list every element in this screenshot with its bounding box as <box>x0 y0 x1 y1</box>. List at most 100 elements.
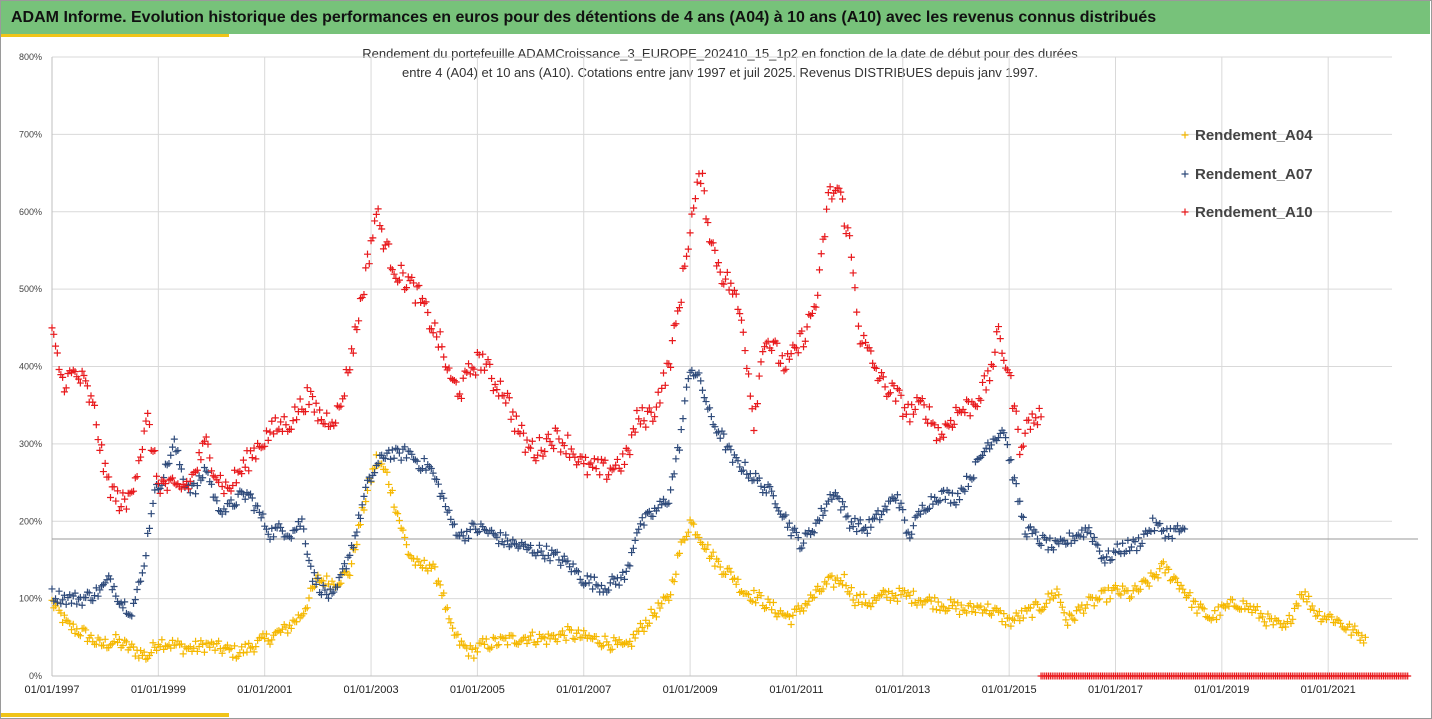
rendement-a07-marker <box>413 457 421 465</box>
rendement-a04-marker <box>110 638 118 646</box>
rendement-a10-marker <box>805 310 813 318</box>
rendement-a10-marker <box>773 339 781 347</box>
rendement-a04-marker <box>853 592 861 600</box>
rendement-a10-marker <box>677 298 685 306</box>
rendement-a07-marker <box>716 434 724 442</box>
rendement-a04-marker <box>732 580 740 588</box>
rendement-a04-marker <box>1000 610 1008 618</box>
rendement-a07-marker <box>200 464 208 472</box>
rendement-a10-marker <box>934 424 942 432</box>
rendement-a04-marker <box>401 534 409 542</box>
rendement-a04-marker <box>700 545 708 553</box>
rendement-a07-marker <box>1113 540 1121 548</box>
rendement-a07-marker <box>649 512 657 520</box>
rendement-a04-marker <box>420 556 428 564</box>
rendement-a10-marker <box>681 262 689 270</box>
rendement-a04-marker <box>1239 597 1247 605</box>
rendement-a10-marker <box>372 210 380 218</box>
rendement-a10-marker <box>699 169 707 177</box>
rendement-a07-marker <box>782 511 790 519</box>
rendement-a04-marker <box>658 600 666 608</box>
rendement-a07-marker <box>433 475 441 483</box>
rendement-a07-marker <box>294 518 302 526</box>
legend-marker <box>1181 208 1189 216</box>
rendement-a10-marker <box>727 279 735 287</box>
rendement-a10-marker <box>525 443 533 451</box>
rendement-a04-marker <box>971 608 979 616</box>
rendement-a10-marker <box>371 217 379 225</box>
rendement-a10-marker <box>878 369 886 377</box>
rendement-a04-marker <box>1046 596 1054 604</box>
rendement-a07-marker <box>675 446 683 454</box>
rendement-a04-marker <box>323 572 331 580</box>
rendement-a10-marker <box>612 461 620 469</box>
rendement-a07-marker <box>720 430 728 438</box>
rendement-a10-marker <box>950 420 958 428</box>
rendement-a10-marker <box>169 474 177 482</box>
rendement-a07-marker <box>917 510 925 518</box>
rendement-a07-marker <box>1138 539 1146 547</box>
rendement-a07-marker <box>853 528 861 536</box>
rendement-a10-marker <box>757 358 765 366</box>
rendement-a10-marker <box>764 337 772 345</box>
rendement-a07-marker <box>745 474 753 482</box>
rendement-a07-marker <box>897 499 905 507</box>
rendement-a07-marker <box>849 523 857 531</box>
rendement-a10-marker <box>543 435 551 443</box>
rendement-a07-marker <box>518 539 526 547</box>
rendement-a04-marker <box>192 637 200 645</box>
rendement-a04-marker <box>1243 600 1251 608</box>
rendement-a04-marker <box>674 551 682 559</box>
rendement-a04-marker <box>1285 612 1293 620</box>
rendement-a07-marker <box>846 524 854 532</box>
rendement-a07-marker <box>975 455 983 463</box>
rendement-a04-marker <box>1009 615 1017 623</box>
rendement-a04-marker <box>71 629 79 637</box>
rendement-a04-marker <box>211 646 219 654</box>
rendement-a10-marker <box>204 440 212 448</box>
rendement-a07-marker <box>165 460 173 468</box>
rendement-a07-marker <box>418 465 426 473</box>
rendement-a04-marker <box>656 604 664 612</box>
rendement-a04-marker <box>940 603 948 611</box>
rendement-a10-marker <box>792 344 800 352</box>
rendement-a07-marker <box>1133 547 1141 555</box>
rendement-a04-marker <box>465 652 473 660</box>
rendement-a10-marker <box>984 367 992 375</box>
rendement-a10-marker <box>154 479 162 487</box>
rendement-a10-marker <box>216 471 224 479</box>
rendement-a07-marker <box>1147 528 1155 536</box>
rendement-a10-marker <box>424 309 432 317</box>
rendement-a04-marker <box>60 611 68 619</box>
rendement-a07-marker <box>447 515 455 523</box>
rendement-a04-marker <box>730 574 738 582</box>
rendement-a10-marker <box>401 285 409 293</box>
rendement-a04-marker <box>447 619 455 627</box>
rendement-a04-marker <box>849 596 857 604</box>
rendement-a10-marker <box>491 380 499 388</box>
rendement-a10-marker <box>466 370 474 378</box>
rendement-a04-marker <box>348 560 356 568</box>
rendement-a04-marker <box>1041 603 1049 611</box>
rendement-a07-marker <box>266 535 274 543</box>
rendement-a07-marker <box>902 529 910 537</box>
rendement-a04-marker <box>839 581 847 589</box>
rendement-a04-marker <box>858 600 866 608</box>
rendement-a04-marker <box>1186 589 1194 597</box>
rendement-a04-marker <box>1172 574 1180 582</box>
rendement-a07-marker <box>557 561 565 569</box>
rendement-a04-marker <box>716 563 724 571</box>
rendement-a10-marker <box>761 343 769 351</box>
rendement-a10-marker <box>82 377 90 385</box>
rendement-a04-marker <box>704 541 712 549</box>
rendement-a10-marker <box>660 369 668 377</box>
rendement-a04-marker <box>470 654 478 662</box>
report-title: ADAM Informe. Evolution historique des p… <box>11 9 1157 26</box>
rendement-a10-marker <box>936 435 944 443</box>
rendement-a10-marker <box>289 417 297 425</box>
rendement-a10-marker <box>76 379 84 387</box>
rendement-a07-marker <box>672 455 680 463</box>
rendement-a07-marker <box>48 585 56 593</box>
x-tick-label: 01/01/2009 <box>663 684 718 696</box>
rendement-a10-marker <box>394 278 402 286</box>
